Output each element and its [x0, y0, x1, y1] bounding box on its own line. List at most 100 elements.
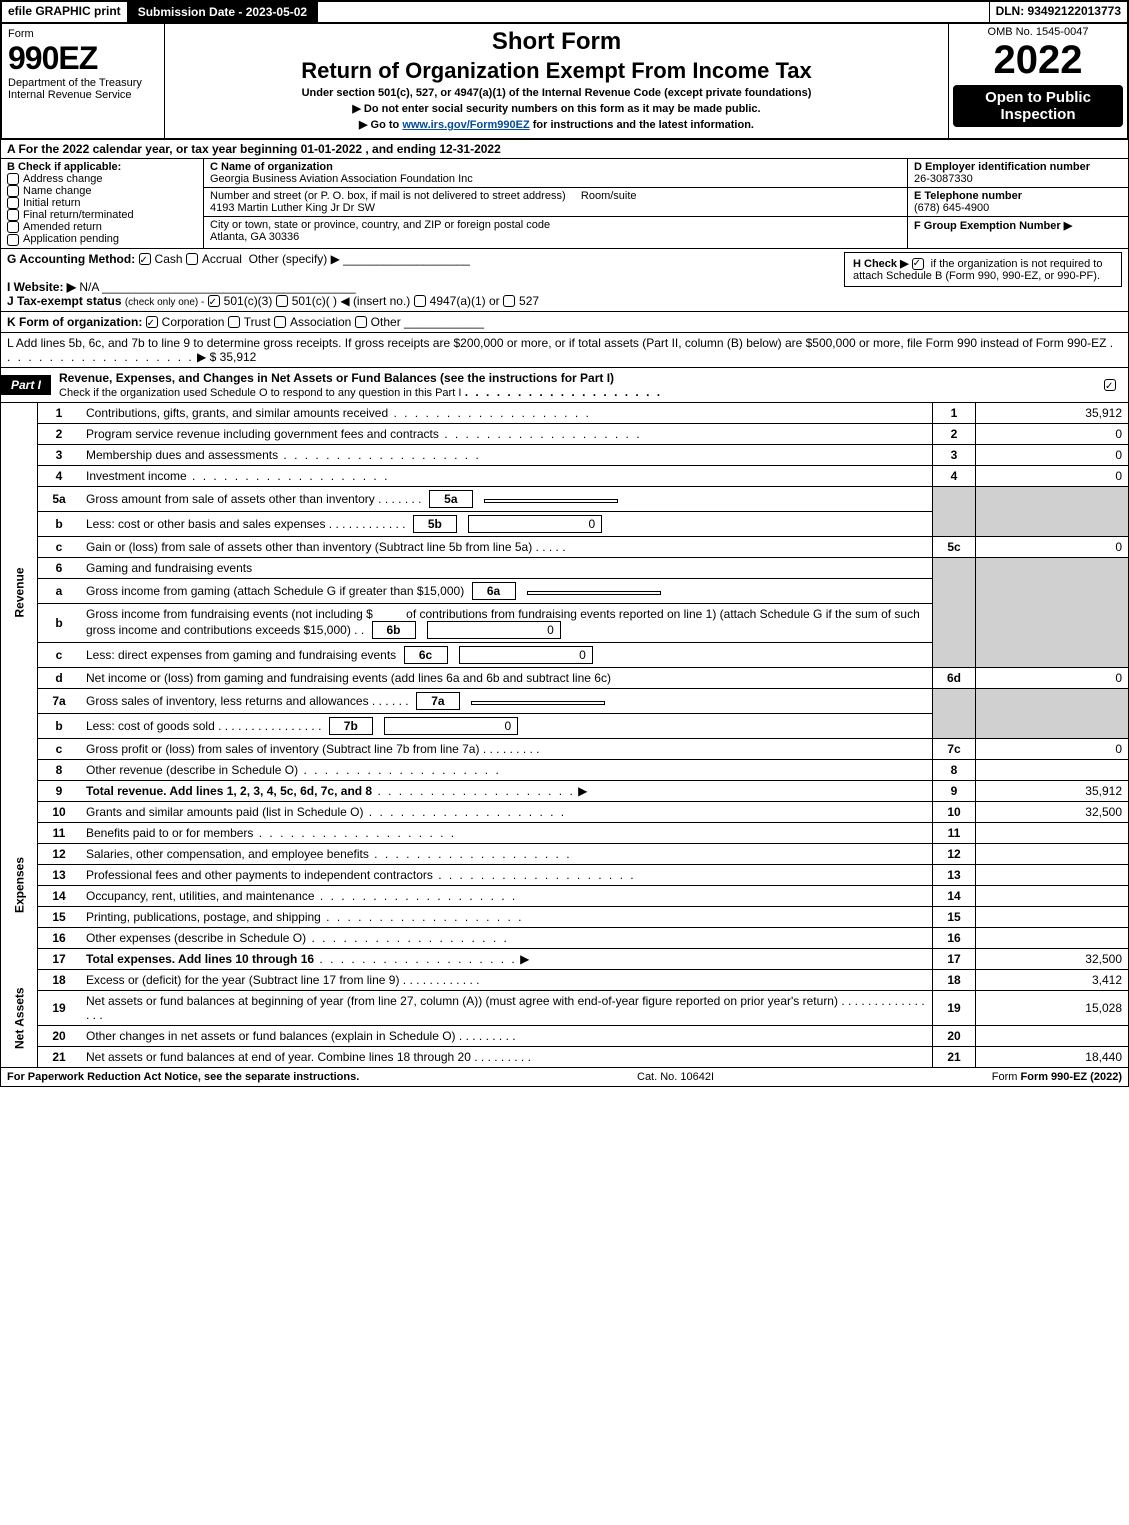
room-label: Room/suite: [581, 190, 637, 202]
l5ab-shade2: [976, 486, 1129, 536]
opt-amended: Amended return: [23, 221, 102, 233]
l8-val: [976, 759, 1129, 780]
l3-desc: Membership dues and assessments: [86, 448, 278, 462]
l5ab-shade: [933, 486, 976, 536]
checkbox-initial-return[interactable]: [7, 197, 19, 209]
org-addr: 4193 Martin Luther King Jr Dr SW: [210, 202, 375, 214]
box-h: H Check ▶ if the organization is not req…: [844, 252, 1122, 287]
col-c: C Name of organization Georgia Business …: [204, 159, 908, 248]
checkbox-trust[interactable]: [228, 316, 240, 328]
j-note: (check only one) -: [125, 297, 204, 308]
checkbox-part1-scho[interactable]: [1104, 379, 1116, 391]
checkbox-pending[interactable]: [7, 234, 19, 246]
l20-desc: Other changes in net assets or fund bala…: [86, 1029, 456, 1043]
opt-name-change: Name change: [23, 185, 92, 197]
subtitle-1: Under section 501(c), 527, or 4947(a)(1)…: [173, 87, 940, 99]
l12-num: 12: [38, 843, 81, 864]
l16-desc: Other expenses (describe in Schedule O): [86, 931, 306, 945]
checkbox-accrual[interactable]: [186, 253, 198, 265]
j-opt4: 527: [519, 294, 539, 308]
checkbox-501c[interactable]: [276, 295, 288, 307]
l17-num: 17: [38, 948, 81, 969]
l7a-desc: Gross sales of inventory, less returns a…: [86, 694, 369, 708]
l8-num: 8: [38, 759, 81, 780]
l16-val: [976, 927, 1129, 948]
section-a: A For the 2022 calendar year, or tax yea…: [0, 140, 1129, 159]
group-cell: F Group Exemption Number ▶: [908, 217, 1128, 234]
l6b-ib: 6b: [372, 621, 416, 639]
l10-num: 10: [38, 801, 81, 822]
ein-value: 26-3087330: [914, 173, 973, 185]
l2-val: 0: [976, 423, 1129, 444]
org-name-label: C Name of organization: [210, 161, 333, 173]
l14-num: 14: [38, 885, 81, 906]
l15-bn: 15: [933, 906, 976, 927]
h-label: H Check ▶: [853, 258, 912, 270]
checkbox-name-change[interactable]: [7, 185, 19, 197]
checkbox-527[interactable]: [503, 295, 515, 307]
checkbox-corp[interactable]: [146, 316, 158, 328]
form-label: Form: [8, 28, 158, 40]
open-public-badge: Open to Public Inspection: [953, 85, 1123, 127]
part1-title-text: Revenue, Expenses, and Changes in Net As…: [59, 371, 614, 385]
checkbox-cash[interactable]: [139, 253, 151, 265]
efile-label[interactable]: efile GRAPHIC print: [2, 2, 128, 22]
checkbox-final-return[interactable]: [7, 209, 19, 221]
ein-label: D Employer identification number: [914, 161, 1090, 173]
l-text: L Add lines 5b, 6c, and 7b to line 9 to …: [7, 336, 1106, 350]
l6c-num: c: [38, 642, 81, 667]
l15-val: [976, 906, 1129, 927]
l7a-iv: [471, 701, 605, 705]
section-a-text: A For the 2022 calendar year, or tax yea…: [7, 142, 501, 156]
checkbox-other[interactable]: [355, 316, 367, 328]
l21-desc: Net assets or fund balances at end of ye…: [86, 1050, 471, 1064]
checkbox-address-change[interactable]: [7, 173, 19, 185]
irs-link[interactable]: www.irs.gov/Form990EZ: [402, 119, 529, 131]
org-city: Atlanta, GA 30336: [210, 231, 299, 243]
header-left: Form 990EZ Department of the Treasury In…: [2, 24, 165, 138]
l5c-bn: 5c: [933, 536, 976, 557]
tel-value: (678) 645-4900: [914, 202, 989, 214]
group-label: F Group Exemption Number ▶: [914, 220, 1072, 232]
org-addr-cell: Number and street (or P. O. box, if mail…: [204, 188, 907, 217]
l6-desc: Gaming and fundraising events: [80, 557, 933, 578]
i-value: N/A: [79, 280, 98, 294]
city-label: City or town, state or province, country…: [210, 219, 550, 231]
subtitle-3: ▶ Go to www.irs.gov/Form990EZ for instru…: [173, 118, 940, 131]
g-label: G Accounting Method:: [7, 252, 135, 266]
l18-bn: 18: [933, 969, 976, 990]
opt-initial-return: Initial return: [23, 197, 80, 209]
footer-left: For Paperwork Reduction Act Notice, see …: [7, 1071, 359, 1083]
l1-num: 1: [38, 403, 81, 424]
l9-num: 9: [38, 780, 81, 801]
l1-val: 35,912: [976, 403, 1129, 424]
k-assoc: Association: [290, 315, 351, 329]
col-b: B Check if applicable: Address change Na…: [1, 159, 204, 248]
l15-desc: Printing, publications, postage, and shi…: [86, 910, 321, 924]
l19-desc: Net assets or fund balances at beginning…: [86, 994, 838, 1008]
checkbox-assoc[interactable]: [274, 316, 286, 328]
part1-header: Part I Revenue, Expenses, and Changes in…: [0, 368, 1129, 403]
l12-bn: 12: [933, 843, 976, 864]
checkbox-h[interactable]: [912, 258, 924, 270]
checkbox-501c3[interactable]: [208, 295, 220, 307]
l5c-num: c: [38, 536, 81, 557]
k-corp: Corporation: [162, 315, 225, 329]
l7a-ib: 7a: [416, 692, 460, 710]
l11-num: 11: [38, 822, 81, 843]
l6a-iv: [527, 591, 661, 595]
l8-bn: 8: [933, 759, 976, 780]
subtitle-2: ▶ Do not enter social security numbers o…: [173, 102, 940, 115]
l11-desc: Benefits paid to or for members: [86, 826, 253, 840]
form-number: 990EZ: [8, 40, 158, 77]
checkbox-4947[interactable]: [414, 295, 426, 307]
l21-num: 21: [38, 1046, 81, 1067]
l11-bn: 11: [933, 822, 976, 843]
checkbox-amended[interactable]: [7, 221, 19, 233]
l13-bn: 13: [933, 864, 976, 885]
row-gh: H Check ▶ if the organization is not req…: [0, 249, 1129, 312]
l5a-cell: Gross amount from sale of assets other t…: [80, 486, 933, 511]
l6-shade2: [976, 557, 1129, 667]
l7c-val: 0: [976, 738, 1129, 759]
l6c-cell: Less: direct expenses from gaming and fu…: [80, 642, 933, 667]
